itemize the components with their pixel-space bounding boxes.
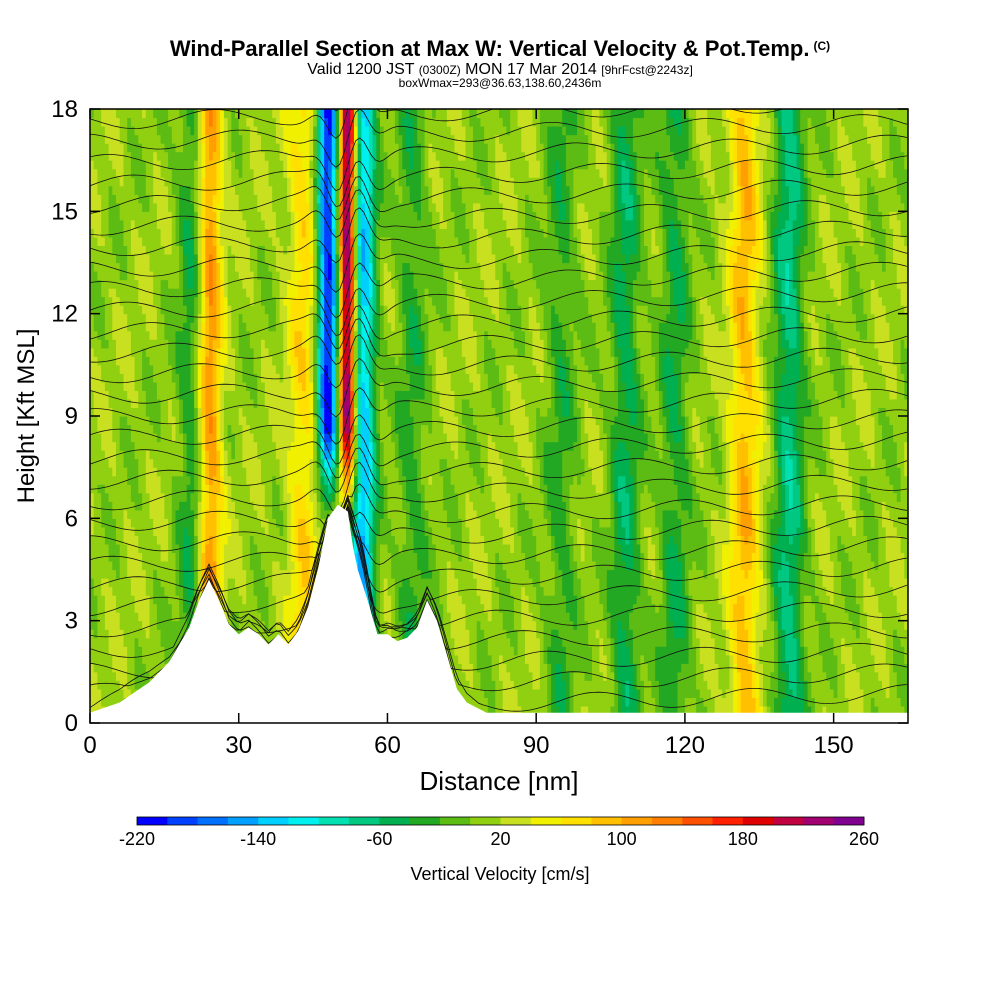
colorbar-swatch	[258, 817, 289, 825]
chart-title-mark: (C)	[813, 39, 831, 53]
x-axis: 0 30 60 90 120 150	[83, 109, 854, 759]
colorbar-swatch	[561, 817, 592, 825]
valid-date: MON 17 Mar 2014	[465, 61, 597, 78]
colorbar-swatch	[379, 817, 410, 825]
colorbar-swatch	[167, 817, 198, 825]
y-axis: 0 3 6 9 12 15 18	[51, 96, 908, 737]
colorbar-tick-label: -60	[366, 829, 392, 849]
x-tick-label: 60	[374, 732, 401, 759]
colorbar-swatch	[409, 817, 441, 825]
colorbar-swatch	[712, 817, 744, 825]
x-tick-label: 30	[225, 732, 252, 759]
colorbar-swatch	[470, 817, 501, 825]
colorbar-swatch	[742, 817, 774, 825]
colorbar-swatch	[591, 817, 623, 825]
x-tick-label: 120	[665, 732, 705, 759]
y-tick-label: 12	[51, 301, 78, 328]
chart-title-text: Wind-Parallel Section at Max W: Vertical…	[169, 36, 810, 61]
terrain-profile	[90, 504, 908, 723]
chart-subtitle: Valid 1200 JST (0300Z) MON 17 Mar 2014 […	[0, 61, 1000, 79]
colorbar-tick-label: -220	[119, 829, 155, 849]
y-tick-label: 0	[65, 710, 78, 737]
colorbar-label: Vertical Velocity [cm/s]	[410, 864, 589, 884]
chart-title: Wind-Parallel Section at Max W: Vertical…	[0, 36, 1000, 62]
x-tick-label: 150	[814, 732, 854, 759]
colorbar-tick-label: 20	[490, 829, 510, 849]
y-tick-label: 3	[65, 608, 78, 635]
colorbar-tick-label: 100	[607, 829, 637, 849]
colorbar-tick-label: -140	[240, 829, 276, 849]
y-tick-label: 6	[65, 505, 78, 532]
colorbar-swatch	[803, 817, 835, 825]
colorbar-swatch	[652, 817, 683, 825]
box-info: boxWmax=293@36.63,138.60,2436m	[398, 76, 602, 90]
x-axis-label: Distance [nm]	[420, 766, 579, 796]
x-tick-label: 0	[83, 732, 96, 759]
valid-time-jst: Valid 1200 JST	[307, 61, 415, 78]
colorbar-frame	[136, 816, 865, 826]
colorbar-swatch	[227, 817, 259, 825]
y-tick-label: 18	[51, 96, 78, 123]
x-tick-label: 90	[523, 732, 550, 759]
colorbar-swatch	[682, 817, 713, 825]
y-tick-label: 9	[65, 403, 78, 430]
colorbar-swatch	[288, 817, 320, 825]
colorbar-swatch	[439, 817, 471, 825]
colorbar-tick-label: 180	[728, 829, 758, 849]
colorbar-swatch	[621, 817, 653, 825]
valid-time-utc: (0300Z)	[418, 63, 461, 77]
colorbar-swatch	[197, 817, 229, 825]
colorbar-swatch	[773, 817, 804, 825]
velocity-field	[90, 109, 908, 723]
colorbar-swatch	[530, 817, 562, 825]
colorbar-swatch	[137, 817, 168, 825]
y-tick-label: 15	[51, 198, 78, 225]
colorbar-swatch	[318, 817, 350, 825]
colorbar-swatch	[500, 817, 532, 825]
colorbar-tick-label: 260	[849, 829, 879, 849]
colorbar: -220 -140 -60 20 100 180 260	[119, 816, 879, 849]
colorbar-swatch	[349, 817, 380, 825]
y-axis-label: Height [Kft MSL]	[13, 329, 40, 504]
forecast-info: [9hrFcst@2243z]	[601, 63, 693, 77]
colorbar-swatch	[833, 817, 865, 825]
